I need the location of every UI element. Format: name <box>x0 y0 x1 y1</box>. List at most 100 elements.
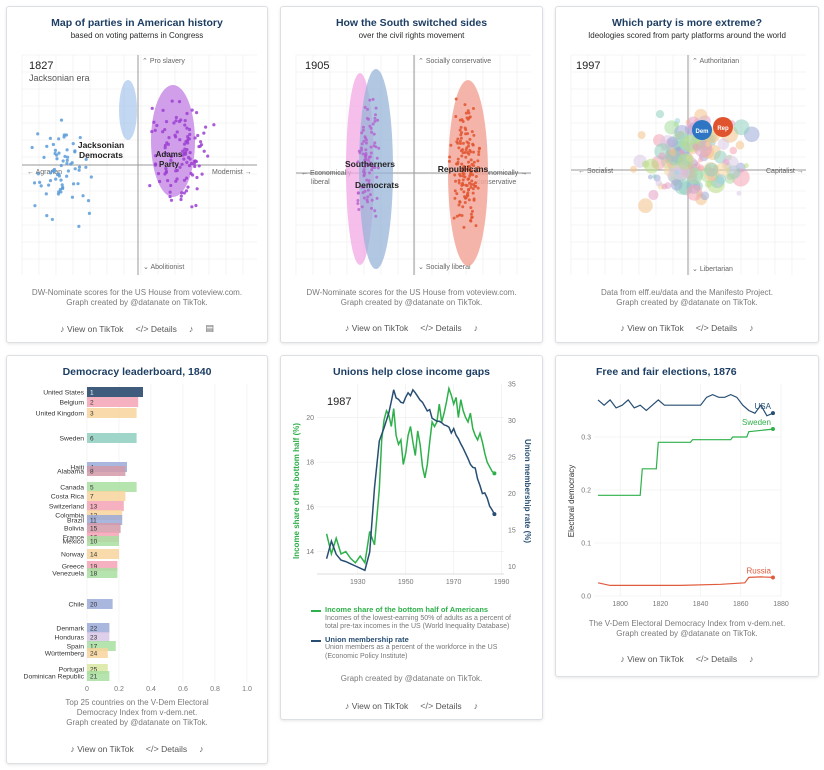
tiktok-icon: ♪ <box>70 744 75 754</box>
member-dot <box>454 179 458 183</box>
label-republicans: Republicans <box>438 164 489 174</box>
card-caption: The V-Dem Electoral Democracy Index from… <box>588 619 786 638</box>
bar-country-label: Denmark <box>56 626 84 633</box>
member-dot <box>466 132 470 136</box>
card-free-elections[interactable]: Free and fair elections, 1876 1800 1820 18… <box>555 355 819 677</box>
member-dot <box>184 176 189 180</box>
member-dot <box>467 187 471 191</box>
bar-country-label: Greece <box>62 564 85 571</box>
party-bubble <box>736 190 742 196</box>
member-dot <box>360 142 364 146</box>
member-dot <box>174 115 178 120</box>
member-dot <box>356 199 360 203</box>
member-dot <box>179 118 183 122</box>
bar <box>87 648 108 658</box>
blue-ellipse <box>119 80 137 140</box>
member-dot <box>61 159 65 163</box>
axis-bottom-label: ⌄ Abolitionist <box>143 264 184 271</box>
member-dot <box>474 169 478 173</box>
member-dot <box>447 159 451 163</box>
tiktok-icon[interactable]: ♪ <box>749 323 754 333</box>
party-bubble <box>715 174 727 185</box>
view-on-tiktok-link[interactable]: ♪ View on TikTok <box>344 323 409 333</box>
axis-bottom-label: ⌄ Libertarian <box>692 266 733 273</box>
details-link[interactable]: </> Details <box>135 323 177 334</box>
view-on-tiktok-link[interactable]: ♪ View on TikTok <box>620 323 684 333</box>
tiktok-icon[interactable]: ♪ <box>473 323 479 333</box>
party-map-chart: 1827 Jacksonian era ⌃ Pro slavery ⌄ Abol… <box>21 54 257 275</box>
member-dot <box>462 225 466 229</box>
card-caption: Top 25 countries on the V-Dem Electoral … <box>65 698 209 727</box>
card-party-map[interactable]: Map of parties in American history based… <box>6 6 268 343</box>
member-dot <box>70 195 75 199</box>
tiktok-icon[interactable]: ♪ <box>473 701 479 711</box>
dem-label: Dem <box>695 129 708 135</box>
member-dot <box>182 191 186 195</box>
bar-rank-label: 10 <box>90 539 98 546</box>
details-link[interactable]: </> Details <box>420 323 462 333</box>
tiktok-icon[interactable]: ♪ <box>199 744 204 754</box>
bar-country-label: United States <box>43 390 84 397</box>
member-dot <box>60 183 64 187</box>
card-party-extreme[interactable]: Which party is more extreme? Ideologies … <box>555 6 819 343</box>
bar-country-label: Belgium <box>59 400 84 407</box>
member-dot <box>364 141 368 145</box>
series-lines <box>325 385 497 572</box>
tiktok-icon: ♪ <box>60 323 65 334</box>
details-link[interactable]: </> Details <box>145 744 188 754</box>
member-dot <box>189 171 193 176</box>
series-label: Russia <box>747 566 772 575</box>
member-dot <box>152 120 156 124</box>
member-dot <box>370 198 374 202</box>
bar-country-label: Sweden <box>59 436 84 443</box>
member-dot <box>57 151 61 155</box>
member-dot <box>164 151 168 156</box>
view-on-tiktok-link[interactable]: ♪ View on TikTok <box>70 744 134 754</box>
member-dot <box>177 100 182 104</box>
era-label: Jacksonian era <box>29 73 90 83</box>
bar-rank-label: 20 <box>90 602 98 609</box>
bar-rank-label: 7 <box>90 494 94 501</box>
member-dot <box>465 140 469 144</box>
south-switch-chart: 1905 ⌃ Socially conservative ⌄ Socially … <box>295 54 531 275</box>
member-dot <box>65 148 69 152</box>
member-dot <box>42 155 46 159</box>
bar-country-label: Spain <box>67 644 85 651</box>
card-title: Democracy leaderboard, 1840 <box>62 366 212 378</box>
tiktok-icon[interactable]: ♪ <box>749 654 754 664</box>
axis-left-label: ← Economically <box>301 170 352 177</box>
bar-rank-label: 2 <box>90 400 94 407</box>
member-dot <box>165 141 169 145</box>
member-dot <box>52 169 56 174</box>
document-icon[interactable]: ▤ <box>205 323 214 333</box>
member-dot <box>193 164 197 169</box>
member-dot <box>460 214 464 218</box>
member-dot <box>459 136 463 140</box>
y-tick-label-right: 10 <box>508 564 516 571</box>
details-link[interactable]: </> Details <box>695 323 738 333</box>
card-south-switch[interactable]: How the South switched sides over the ci… <box>280 6 543 343</box>
member-dot <box>454 97 458 101</box>
member-dot <box>472 133 476 137</box>
series-line <box>325 388 496 572</box>
member-dot <box>472 160 476 164</box>
member-dot <box>362 196 366 200</box>
member-dot <box>156 172 161 176</box>
party-bubble <box>697 164 705 172</box>
view-on-tiktok-link[interactable]: ♪ View on TikTok <box>60 323 124 334</box>
view-on-tiktok-link[interactable]: ♪ View on TikTok <box>620 654 684 664</box>
member-dot <box>169 198 174 202</box>
member-dot <box>458 213 462 217</box>
details-link[interactable]: </> Details <box>420 701 462 711</box>
member-dot <box>373 209 377 213</box>
member-dot <box>366 188 370 192</box>
card-unions-income[interactable]: Unions help close income gaps 1930 1950 19… <box>280 355 543 720</box>
tiktok-icon[interactable]: ♪ <box>188 323 194 334</box>
member-dot <box>368 161 372 165</box>
card-title: How the South switched sides <box>335 17 488 29</box>
card-democracy-leaderboard[interactable]: Democracy leaderboard, 1840 United State… <box>6 355 268 764</box>
details-link[interactable]: </> Details <box>695 654 738 664</box>
member-dot <box>161 130 165 134</box>
view-on-tiktok-link[interactable]: ♪ View on TikTok <box>344 701 409 711</box>
member-dot <box>202 149 206 153</box>
